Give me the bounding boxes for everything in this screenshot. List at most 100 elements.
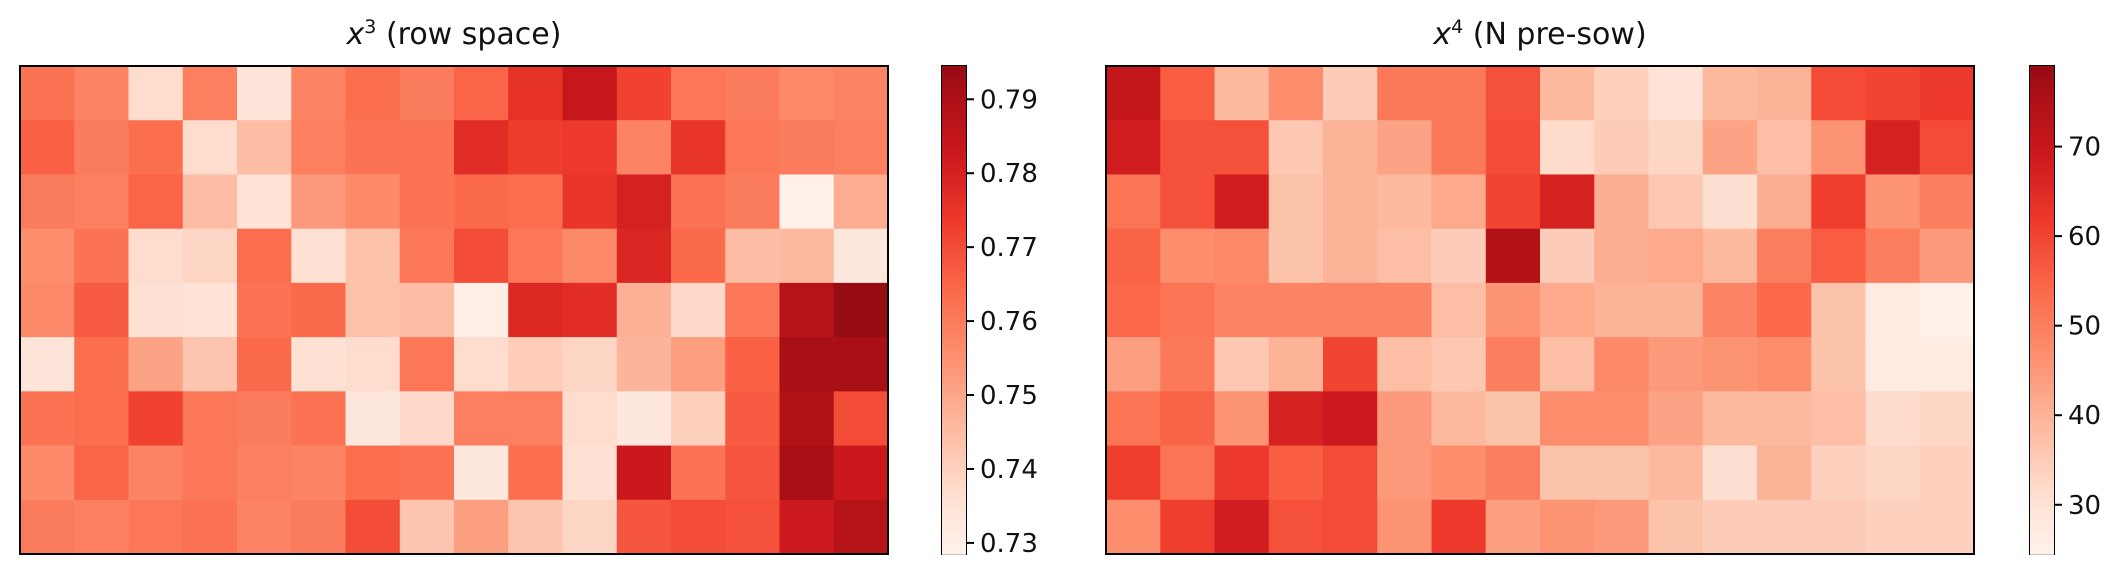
heatmap-cell — [1268, 391, 1324, 447]
heatmap-cell — [1485, 174, 1541, 230]
heatmap-cell — [345, 174, 401, 230]
colorbar-segment — [2030, 261, 2054, 267]
heatmap-cell — [20, 337, 75, 392]
colorbar-segment — [942, 253, 966, 258]
colorbar-segment — [942, 415, 966, 421]
colorbar-segment — [942, 537, 966, 543]
colorbar-segment — [942, 391, 966, 397]
heatmap-cell — [237, 66, 292, 121]
heatmap-cell — [1540, 174, 1595, 230]
heatmap-cell — [74, 391, 130, 447]
heatmap-cell — [833, 337, 889, 392]
heatmap-cell — [1485, 120, 1541, 176]
colorbar-segment — [942, 86, 966, 92]
heatmap-cell — [1431, 174, 1487, 230]
heatmap-cell — [562, 66, 618, 121]
heatmap-cell — [616, 228, 672, 284]
heatmap-cell — [1648, 228, 1704, 284]
heatmap-cell — [1323, 337, 1378, 392]
colorbar-segment — [942, 277, 966, 283]
colorbar-segment — [2030, 350, 2054, 356]
heatmap-cell — [616, 282, 672, 338]
heatmap-cell — [725, 66, 781, 121]
colorbar-segment — [2030, 188, 2054, 193]
heatmap-cell — [562, 228, 618, 284]
heatmap-cell — [399, 337, 455, 392]
heatmap-cell — [182, 228, 238, 284]
colorbar-segment — [2030, 90, 2054, 96]
colorbar-segment — [942, 484, 966, 490]
heatmap-cell — [671, 445, 726, 501]
colorbar-segment — [2030, 102, 2054, 108]
colorbar-segment — [942, 407, 966, 413]
heatmap-cell — [1214, 228, 1270, 284]
colorbar-tick-label: 40 — [2068, 401, 2101, 431]
heatmap-cell — [1919, 499, 1975, 555]
colorbar-segment — [942, 432, 966, 437]
heatmap-cell — [74, 282, 130, 338]
heatmap-cell — [1214, 282, 1270, 338]
colorbar-segment — [942, 354, 966, 360]
heatmap-cell — [399, 445, 455, 501]
colorbar-segment — [942, 383, 966, 389]
heatmap-cell — [454, 337, 509, 392]
heatmap-cell — [671, 66, 726, 121]
heatmap-cell — [1540, 282, 1595, 338]
heatmap-cell — [237, 445, 292, 501]
colorbar-segment — [2030, 220, 2054, 226]
colorbar-segment — [942, 212, 966, 218]
colorbar-segment — [2030, 501, 2054, 506]
colorbar-segment — [942, 155, 966, 161]
colorbar-segment — [2030, 163, 2054, 169]
heatmap-cell — [291, 282, 347, 338]
colorbar-segment — [2030, 521, 2054, 527]
plot-frame — [19, 65, 889, 555]
colorbar-segment — [2030, 98, 2054, 104]
colorbar-segment — [942, 399, 966, 405]
heatmap-cell — [616, 174, 672, 230]
colorbar-segment — [942, 444, 966, 450]
heatmap-cell — [1431, 66, 1487, 121]
heatmap-cell — [1106, 282, 1161, 338]
colorbar-segment — [942, 468, 966, 474]
colorbar-segment — [2030, 114, 2054, 120]
colorbar-segment — [2030, 249, 2054, 254]
colorbar-segment — [2030, 212, 2054, 218]
colorbar-segment — [942, 265, 966, 271]
colorbar-segment — [2030, 196, 2054, 201]
colorbar-segment — [942, 452, 966, 458]
heatmap-cell — [779, 174, 835, 230]
colorbar-segment — [942, 493, 966, 498]
heatmap-cell — [1865, 499, 1921, 555]
heatmap-cell — [291, 337, 347, 392]
colorbar-segment — [942, 358, 966, 364]
colorbar-segment — [942, 427, 966, 433]
colorbar-segment — [942, 423, 966, 429]
colorbar-segment — [942, 297, 966, 303]
colorbar-segment — [2030, 127, 2054, 132]
heatmap-cell — [454, 282, 509, 338]
heatmap-cell — [1485, 337, 1541, 392]
heatmap-panel-n-pre-sow: x4 (N pre-sow) 30 40 50 60 70 — [1063, 0, 2126, 586]
heatmap-cell — [74, 174, 130, 230]
heatmap-cell — [779, 120, 835, 176]
heatmap-cell — [725, 282, 781, 338]
heatmap-cell — [779, 337, 835, 392]
colorbar-segment — [942, 159, 966, 165]
heatmap-cell — [779, 282, 835, 338]
colorbar-segment — [942, 98, 966, 104]
colorbar-segment — [2030, 415, 2054, 421]
heatmap-cell — [1214, 66, 1270, 121]
colorbar-segment — [942, 151, 966, 157]
colorbar-segment — [2030, 106, 2054, 112]
colorbar-segment — [2030, 338, 2054, 344]
colorbar-segment — [942, 541, 966, 547]
colorbar-segment — [942, 379, 966, 384]
colorbar-tick-label: 0.73 — [980, 529, 1038, 559]
heatmap-cells — [1106, 66, 1975, 555]
heatmap-cell — [779, 445, 835, 501]
heatmap-cell — [1540, 120, 1595, 176]
heatmap-cell — [1431, 499, 1487, 555]
colorbar-segment — [2030, 456, 2054, 462]
heatmap-cell — [616, 120, 672, 176]
